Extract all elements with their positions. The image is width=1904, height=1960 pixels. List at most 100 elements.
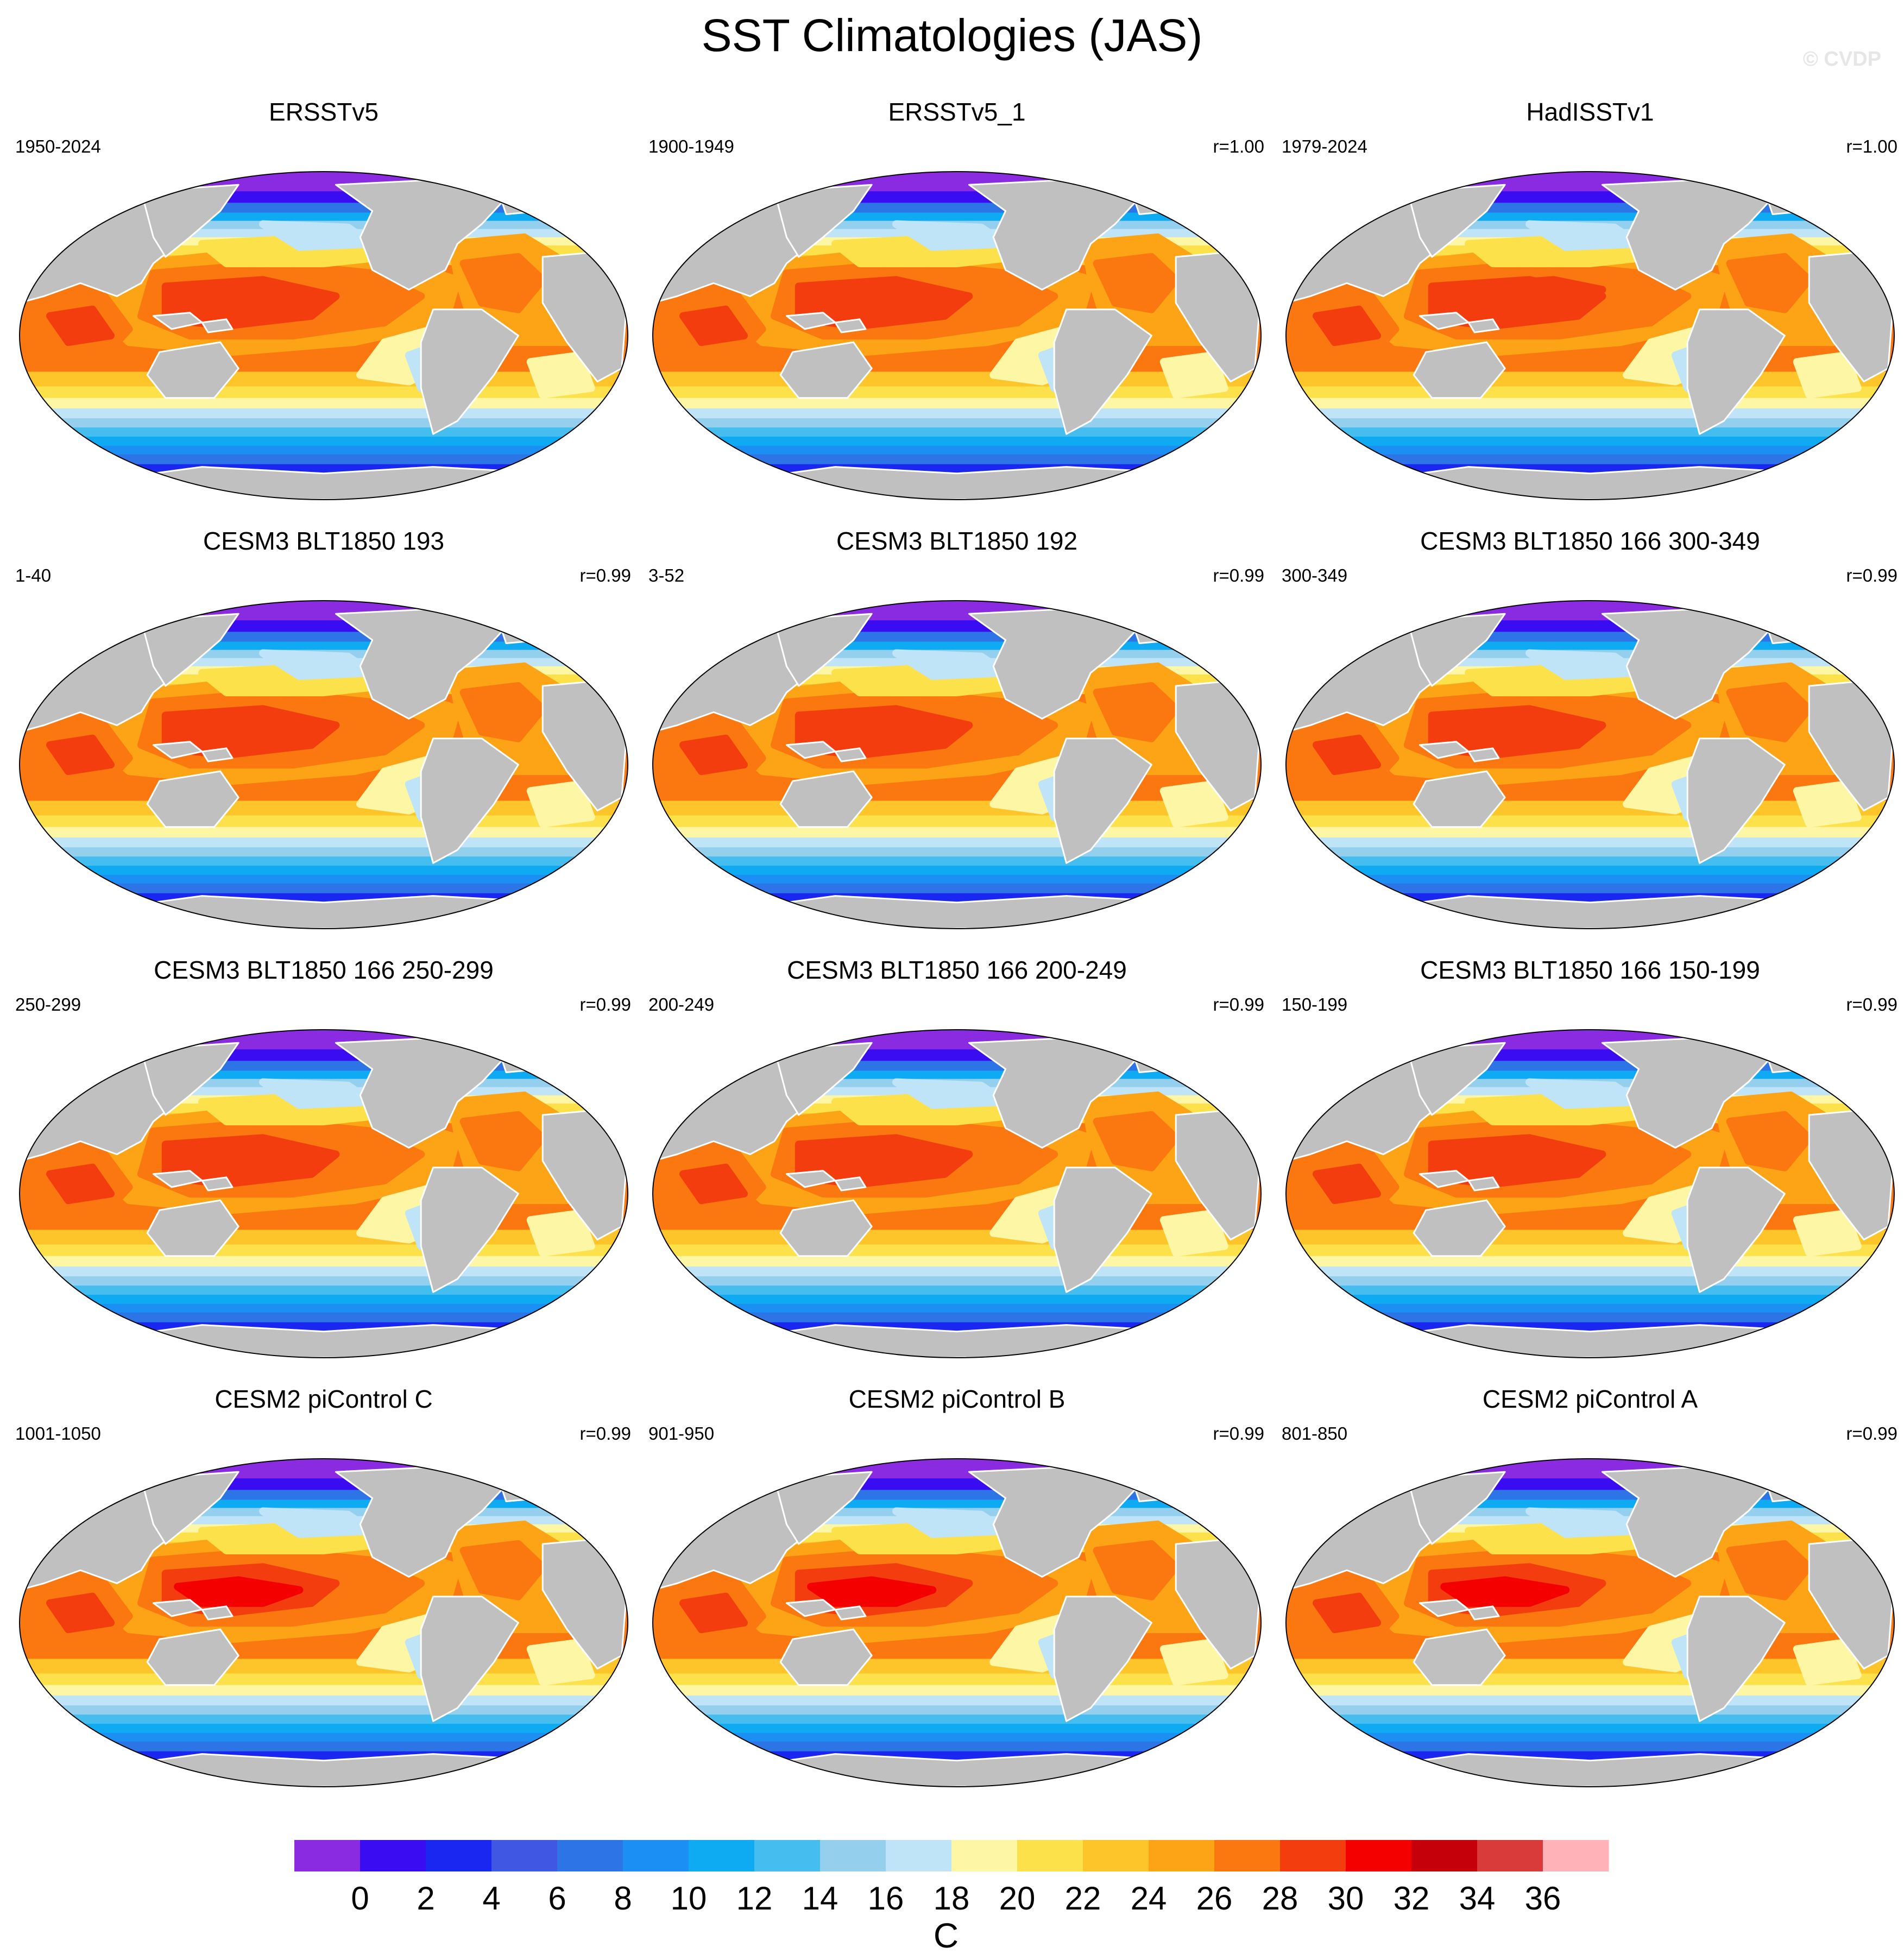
sst-band bbox=[1286, 454, 1894, 465]
land-mass bbox=[1407, 1042, 1506, 1116]
map-outline bbox=[1285, 1029, 1895, 1358]
map-panel: CESM2 piControl C 1001-1050 r=0.99 bbox=[7, 1379, 641, 1808]
land-mass bbox=[834, 1605, 867, 1621]
sst-band bbox=[20, 620, 628, 633]
sst-band bbox=[653, 172, 1261, 192]
colorbar-swatch bbox=[1214, 1840, 1281, 1871]
sst-contour bbox=[807, 1576, 937, 1607]
sst-map bbox=[1285, 171, 1895, 500]
sst-band bbox=[20, 454, 628, 465]
sst-band bbox=[1286, 172, 1894, 192]
sst-band bbox=[653, 801, 1261, 816]
sst-band bbox=[653, 866, 1261, 875]
map-panel: CESM2 piControl A 801-850 r=0.99 bbox=[1273, 1379, 1904, 1808]
land-mass bbox=[140, 613, 239, 687]
sst-contour bbox=[1726, 253, 1813, 313]
sst-band bbox=[20, 801, 628, 816]
sst-band bbox=[1286, 837, 1894, 848]
colorbar-tick-label: 36 bbox=[1525, 1880, 1561, 1917]
sst-band bbox=[1286, 445, 1894, 455]
panel-title: CESM3 BLT1850 193 bbox=[203, 527, 445, 555]
colorbar-tick-label: 32 bbox=[1394, 1880, 1430, 1917]
sst-band bbox=[653, 1732, 1261, 1742]
sst-band bbox=[1286, 620, 1894, 633]
sst-band bbox=[653, 827, 1261, 839]
panel-period: 300-349 bbox=[1282, 565, 1348, 585]
map-panel: CESM3 BLT1850 192 3-52 r=0.99 bbox=[640, 521, 1274, 950]
sst-contour bbox=[459, 253, 547, 313]
panel-period: 1950-2024 bbox=[15, 136, 101, 156]
panel-period: 150-199 bbox=[1282, 994, 1348, 1014]
land-mass bbox=[779, 1199, 873, 1257]
colorbar-swatch bbox=[623, 1840, 689, 1871]
land-mass bbox=[146, 770, 239, 828]
sst-contour bbox=[46, 305, 115, 346]
sst-contour bbox=[46, 1163, 115, 1205]
sst-band bbox=[1286, 883, 1894, 894]
sst-map bbox=[652, 171, 1262, 500]
sst-contour bbox=[1793, 1638, 1862, 1686]
sst-band bbox=[20, 1724, 628, 1734]
sst-band bbox=[653, 1230, 1261, 1245]
sst-map bbox=[19, 1029, 628, 1358]
land-mass bbox=[773, 1042, 873, 1116]
pattern-correlation: r=0.99 bbox=[1846, 1423, 1898, 1444]
land-mass bbox=[140, 1042, 239, 1116]
figure-title: SST Climatologies (JAS) bbox=[701, 10, 1203, 61]
sst-contour bbox=[459, 1111, 547, 1171]
sst-band bbox=[1286, 1659, 1894, 1674]
colorbar-tick-label: 8 bbox=[614, 1880, 632, 1917]
land-mass bbox=[834, 1176, 867, 1192]
land-mass bbox=[420, 738, 519, 864]
sst-band bbox=[1286, 1276, 1894, 1287]
sst-contour bbox=[679, 1163, 748, 1205]
colorbar-tick-label: 34 bbox=[1459, 1880, 1496, 1917]
sst-band bbox=[20, 874, 628, 884]
sst-band bbox=[653, 1705, 1261, 1716]
sst-band bbox=[1286, 437, 1894, 446]
sst-contour bbox=[1793, 780, 1862, 828]
pattern-correlation: r=0.99 bbox=[579, 994, 632, 1014]
land-mass bbox=[1413, 1199, 1506, 1257]
colorbar-swatch bbox=[1411, 1840, 1478, 1871]
sst-contour bbox=[679, 734, 748, 776]
sst-band bbox=[1286, 1715, 1894, 1725]
colorbar-tick-label: 20 bbox=[999, 1880, 1036, 1917]
pattern-correlation: r=1.00 bbox=[1846, 136, 1898, 156]
colorbar-tick-label: 10 bbox=[671, 1880, 707, 1917]
sst-band bbox=[653, 1256, 1261, 1268]
land-mass bbox=[1467, 318, 1500, 333]
sst-band bbox=[20, 398, 628, 409]
sst-band bbox=[20, 371, 628, 387]
sst-contour bbox=[526, 1638, 595, 1686]
sst-band bbox=[20, 1285, 628, 1296]
sst-band bbox=[20, 1303, 628, 1313]
sst-band bbox=[1286, 874, 1894, 884]
sst-band bbox=[20, 837, 628, 848]
sst-contour bbox=[1159, 351, 1228, 399]
sst-map bbox=[19, 600, 628, 929]
sst-band bbox=[20, 172, 628, 192]
sst-band bbox=[20, 1276, 628, 1287]
sst-contour bbox=[46, 734, 115, 776]
sst-band bbox=[1286, 1266, 1894, 1277]
sst-contour bbox=[526, 351, 595, 399]
colorbar-tick-label: 16 bbox=[868, 1880, 904, 1917]
map-panel: CESM3 BLT1850 166 200-249 200-249 r=0.99 bbox=[640, 950, 1274, 1379]
sst-band bbox=[1286, 1741, 1894, 1752]
sst-map bbox=[652, 1458, 1262, 1787]
land-mass bbox=[834, 747, 867, 762]
panel-period: 200-249 bbox=[648, 994, 715, 1014]
sst-band bbox=[653, 427, 1261, 438]
map-outline bbox=[1285, 1458, 1895, 1787]
colorbar-swatch bbox=[294, 1840, 361, 1871]
sst-band bbox=[1286, 398, 1894, 409]
colorbar-swatch bbox=[557, 1840, 623, 1871]
sst-band bbox=[653, 874, 1261, 884]
sst-band bbox=[20, 601, 628, 621]
colorbar-swatch bbox=[1017, 1840, 1083, 1871]
land-mass bbox=[1413, 341, 1506, 399]
land-mass bbox=[1686, 308, 1786, 435]
sst-band bbox=[20, 437, 628, 446]
colorbar-tick-label: 22 bbox=[1065, 1880, 1101, 1917]
